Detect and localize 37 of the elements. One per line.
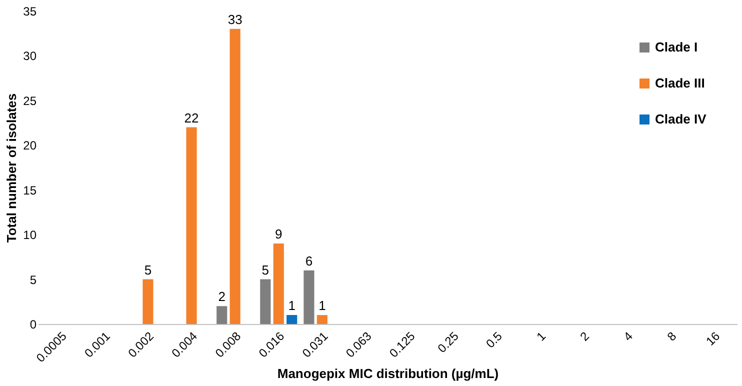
legend-label: Clade III <box>655 76 705 90</box>
bar <box>304 270 314 324</box>
y-tick-label: 0 <box>30 318 37 332</box>
bar <box>316 315 328 324</box>
legend-label: Clade I <box>655 40 698 54</box>
data-label: 9 <box>275 226 282 242</box>
x-tick-label: 0.5 <box>483 328 506 351</box>
y-axis-title: Total number of isolates <box>4 93 20 243</box>
bar <box>216 306 228 324</box>
bar <box>186 127 197 324</box>
data-label: 2 <box>218 289 226 304</box>
data-label: 22 <box>184 110 199 126</box>
data-label: 1 <box>318 298 326 314</box>
data-label: 1 <box>288 298 296 314</box>
bar <box>273 244 284 324</box>
x-tick-label: 16 <box>703 328 723 348</box>
bar <box>230 28 240 324</box>
x-tick-label: 4 <box>620 328 636 344</box>
data-label: 5 <box>262 262 270 278</box>
bar <box>260 279 271 324</box>
data-label: 5 <box>144 262 152 278</box>
legend-label: Clade IV <box>655 112 707 126</box>
y-tick-label: 5 <box>30 272 37 287</box>
y-tick-label: 10 <box>23 228 37 242</box>
x-tick-label: 2 <box>577 328 592 344</box>
bar <box>142 279 154 324</box>
x-tick-label: 1 <box>534 328 549 344</box>
x-axis-title: Manogepix MIC distribution (µg/mL) <box>277 366 499 382</box>
y-tick-label: 30 <box>23 49 37 64</box>
x-tick-label: 8 <box>664 328 680 344</box>
y-tick-label: 25 <box>23 94 37 108</box>
y-tick-label: 35 <box>23 4 37 18</box>
data-label: 6 <box>305 253 313 268</box>
bar <box>286 315 298 324</box>
y-tick-label: 20 <box>23 138 37 153</box>
data-label: 33 <box>228 12 242 27</box>
y-tick-label: 15 <box>23 183 37 198</box>
